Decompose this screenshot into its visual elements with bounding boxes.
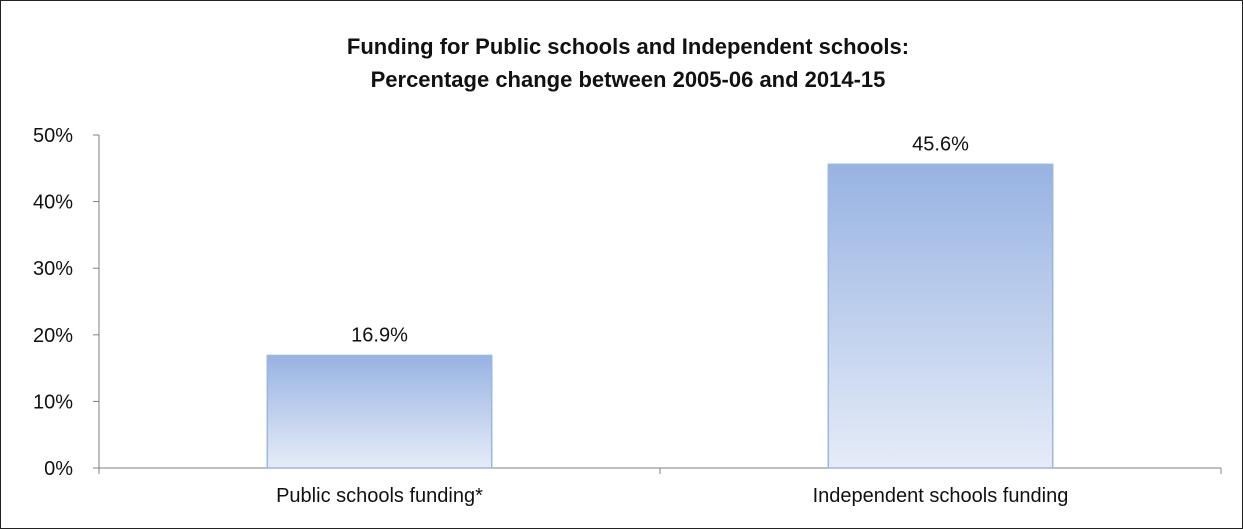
y-axis: 0% 10% 20% 30% 40% 50% (33, 125, 100, 480)
y-tick-label: 20% (33, 325, 73, 347)
bar-value-label: 16.9% (351, 324, 408, 346)
y-tick-label: 0% (44, 458, 73, 480)
chart-title-line-1: Funding for Public schools and Independe… (347, 34, 909, 59)
y-tick-label: 10% (33, 391, 73, 413)
y-tick-label: 50% (33, 125, 73, 147)
category-label: Independent schools funding (813, 485, 1069, 507)
bars (266, 163, 1054, 469)
bar (266, 354, 493, 469)
bar-value-label: 45.6% (912, 133, 969, 155)
category-label: Public schools funding* (276, 485, 483, 507)
y-tick-label: 40% (33, 192, 73, 214)
data-labels: 16.9% 45.6% (351, 133, 969, 346)
y-tick-label: 30% (33, 258, 73, 280)
bar (827, 163, 1054, 469)
x-axis: Public schools funding* Independent schoo… (98, 467, 1222, 507)
chart-title-line-2: Percentage change between 2005-06 and 20… (371, 67, 886, 92)
